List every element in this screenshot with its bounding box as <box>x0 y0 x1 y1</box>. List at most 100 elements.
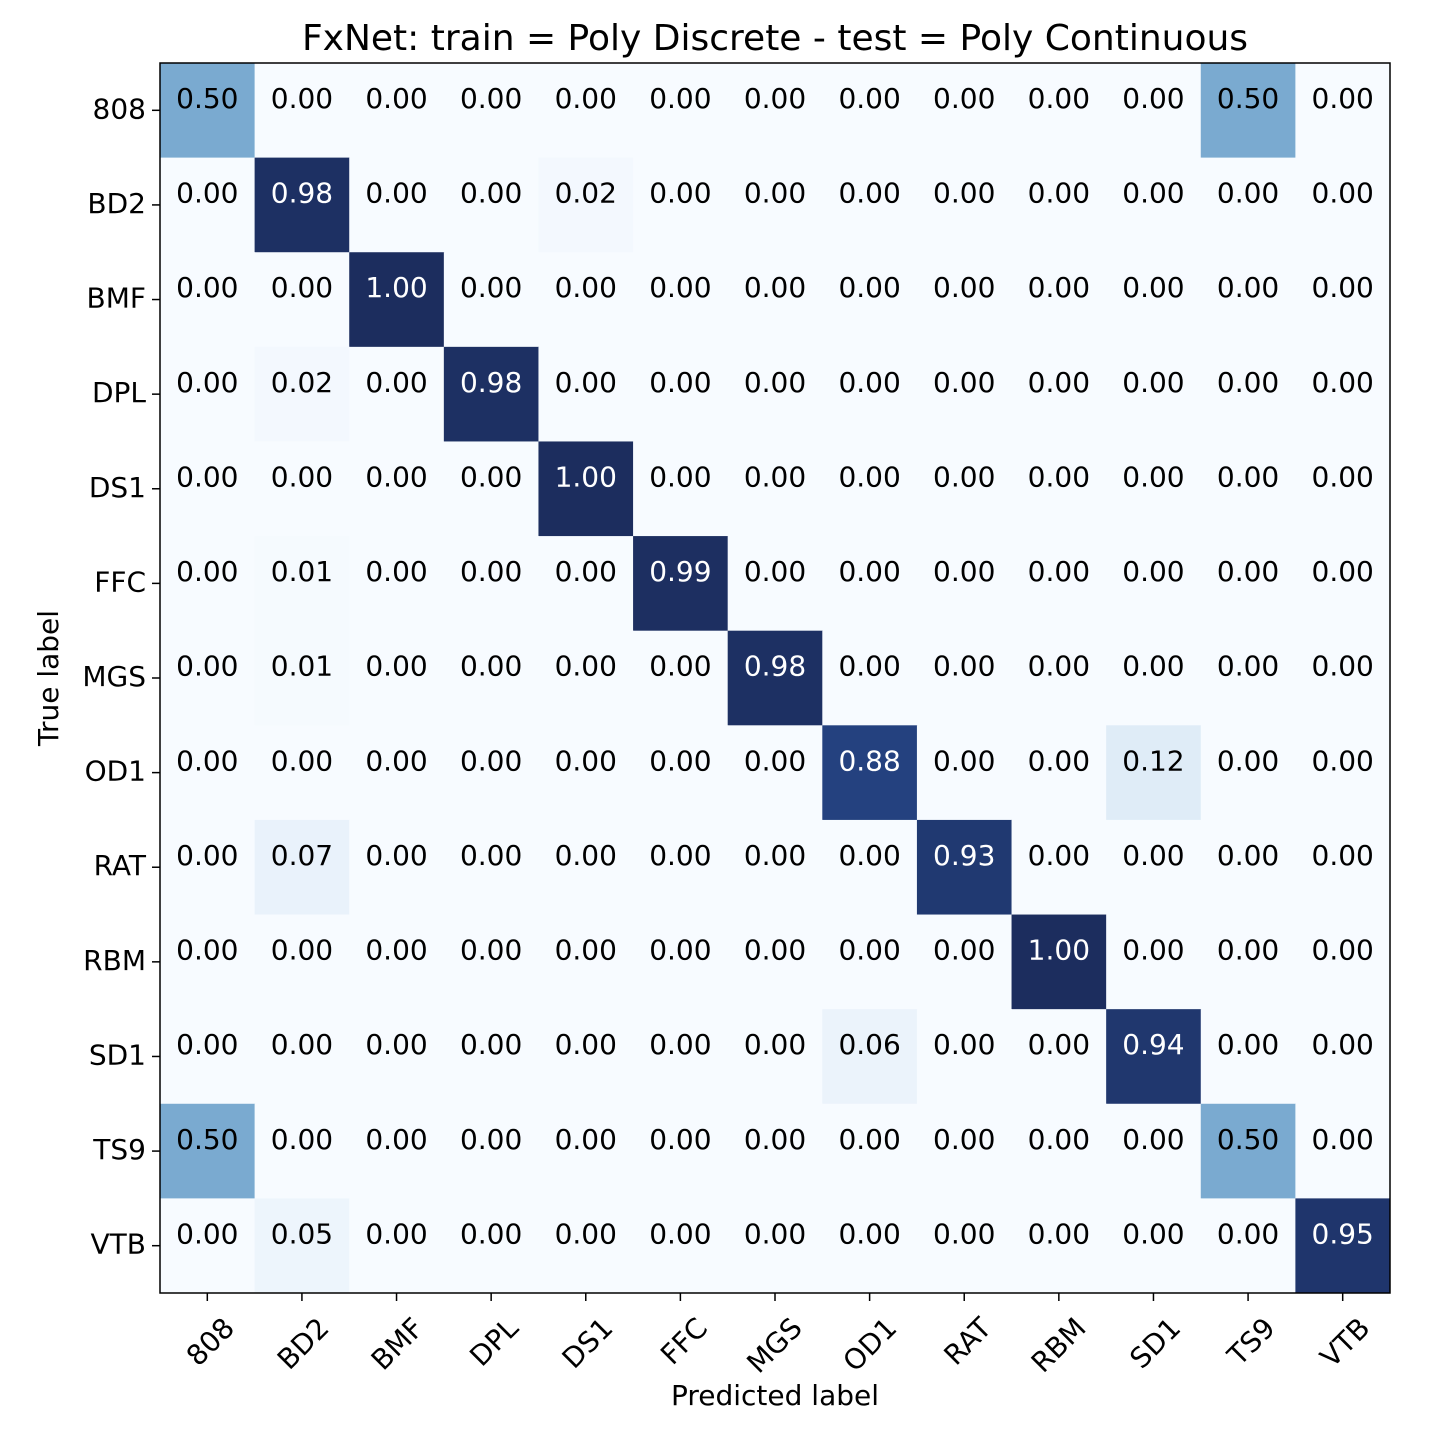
heatmap-cells <box>160 63 1391 1294</box>
cell-value-label: 0.00 <box>744 744 806 777</box>
heatmap-cell <box>822 630 918 726</box>
y-tick-label: BD2 <box>87 187 146 220</box>
heatmap-cell <box>1200 157 1296 253</box>
cell-value-label: 0.00 <box>1122 177 1184 210</box>
cell-value-label: 0.00 <box>365 934 427 967</box>
cell-value-label: 0.00 <box>649 1028 711 1061</box>
cell-value-label: 0.00 <box>1122 1217 1184 1250</box>
cell-value-label: 0.00 <box>1028 555 1090 588</box>
heatmap-cell <box>1106 914 1202 1010</box>
cell-value-label: 0.12 <box>1122 744 1184 777</box>
cell-value-label: 1.00 <box>1028 934 1090 967</box>
heatmap-cell <box>633 630 729 726</box>
heatmap-cell <box>916 819 1013 916</box>
heatmap-cell <box>538 1009 634 1105</box>
heatmap-cell <box>1295 725 1391 821</box>
cell-value-label: 0.00 <box>1028 271 1090 304</box>
cell-value-label: 0.00 <box>1217 555 1279 588</box>
cell-value-label: 0.00 <box>1028 839 1090 872</box>
cell-value-label: 0.00 <box>1028 744 1090 777</box>
heatmap-cell <box>822 346 918 442</box>
cell-value-label: 0.00 <box>1028 366 1090 399</box>
heatmap-cell <box>538 1103 634 1199</box>
cell-value-label: 0.00 <box>365 460 427 493</box>
heatmap-cell <box>1011 1198 1107 1294</box>
heatmap-cell <box>1106 157 1202 253</box>
cell-value-label: 0.00 <box>1217 744 1279 777</box>
heatmap-cell <box>1200 346 1296 442</box>
heatmap-cell <box>1011 819 1107 916</box>
cell-value-label: 0.00 <box>744 177 806 210</box>
cell-value-label: 0.00 <box>555 366 617 399</box>
cell-value-label: 0.00 <box>1217 839 1279 872</box>
y-tick-label: OD1 <box>85 755 146 788</box>
heatmap-cell <box>254 1198 350 1294</box>
heatmap-cell <box>822 819 918 916</box>
cell-value-label: 0.00 <box>1028 460 1090 493</box>
heatmap-cell <box>254 536 350 632</box>
heatmap-cell <box>727 346 823 442</box>
cell-value-label: 0.00 <box>1217 460 1279 493</box>
cell-value-label: 0.00 <box>1122 271 1184 304</box>
cell-value-label: 0.00 <box>744 271 806 304</box>
heatmap-cell <box>1106 630 1202 726</box>
y-tick-label: BMF <box>87 282 146 315</box>
heatmap-cell <box>349 252 445 348</box>
cell-value-label: 0.00 <box>744 1217 806 1250</box>
cell-value-label: 0.00 <box>176 177 238 210</box>
heatmap-cell <box>1295 441 1391 537</box>
heatmap-cell <box>254 630 350 726</box>
cell-value-label: 0.00 <box>1217 1028 1279 1061</box>
heatmap-cell <box>1200 252 1296 348</box>
cell-value-label: 0.00 <box>1028 1217 1090 1250</box>
heatmap-cell <box>349 346 445 442</box>
heatmap-cell <box>916 441 1013 537</box>
cell-value-label: 0.00 <box>365 1123 427 1156</box>
heatmap-cell <box>1011 914 1107 1010</box>
cell-value-label: 0.88 <box>838 744 900 777</box>
cell-value-label: 0.00 <box>460 82 522 115</box>
heatmap-cell <box>727 914 823 1010</box>
cell-value-label: 0.00 <box>1028 1123 1090 1156</box>
heatmap-cell <box>916 252 1013 348</box>
cell-value-label: 0.00 <box>933 460 995 493</box>
cell-value-label: 0.98 <box>271 177 333 210</box>
cell-value-label: 0.00 <box>1122 555 1184 588</box>
cell-value-label: 0.00 <box>1312 271 1374 304</box>
cell-value-label: 0.00 <box>176 555 238 588</box>
cell-value-label: 0.00 <box>460 1123 522 1156</box>
cell-value-label: 0.00 <box>933 1028 995 1061</box>
cell-value-label: 0.00 <box>555 82 617 115</box>
cell-value-label: 0.00 <box>460 271 522 304</box>
y-tick-label: RAT <box>94 849 147 882</box>
heatmap-cell <box>1106 1198 1202 1294</box>
heatmap-cell <box>160 914 256 1010</box>
heatmap-cell <box>254 1103 350 1199</box>
cell-value-label: 0.00 <box>460 744 522 777</box>
heatmap-cell <box>443 441 539 537</box>
cell-value-label: 0.00 <box>365 555 427 588</box>
heatmap-cell <box>349 441 445 537</box>
cell-value-label: 0.93 <box>933 839 995 872</box>
heatmap-cell <box>633 819 729 916</box>
cell-value-label: 0.00 <box>460 177 522 210</box>
heatmap-cell <box>443 252 539 348</box>
cell-value-label: 0.06 <box>838 1028 900 1061</box>
cell-value-label: 0.00 <box>744 366 806 399</box>
heatmap-cell <box>538 441 634 537</box>
heatmap-cell <box>916 346 1013 442</box>
heatmap-cell <box>254 346 350 442</box>
heatmap-cell <box>916 630 1013 726</box>
cell-value-label: 0.00 <box>460 839 522 872</box>
heatmap-cell <box>1200 441 1296 537</box>
y-axis-ticks: 808 BD2 BMF DPL DS1 FFC MGS OD1 RAT RBM SD1 TS9 VTB <box>82 92 160 1261</box>
cell-value-label: 0.05 <box>271 1217 333 1250</box>
heatmap-cell <box>254 157 350 253</box>
heatmap-cell <box>538 819 634 916</box>
heatmap-cell <box>1200 536 1296 632</box>
heatmap-cell <box>822 1198 918 1294</box>
cell-value-label: 0.00 <box>271 1028 333 1061</box>
heatmap-cell <box>633 63 729 159</box>
heatmap-cell <box>349 1103 445 1199</box>
cell-value-label: 0.00 <box>365 366 427 399</box>
